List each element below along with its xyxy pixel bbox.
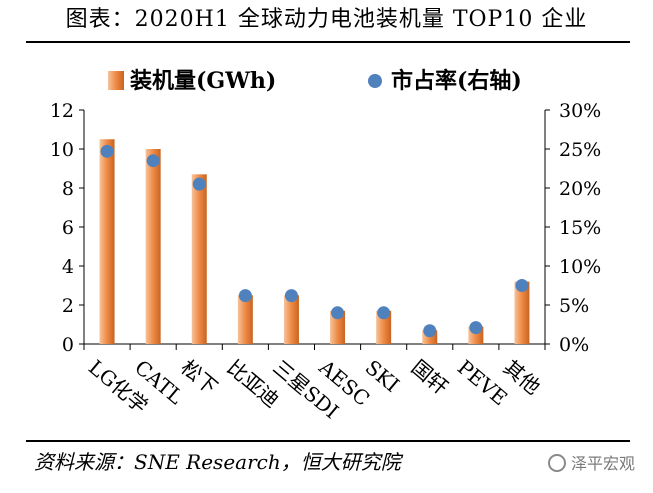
legend-dot-swatch <box>368 74 382 88</box>
left-tick-label: 6 <box>62 217 74 239</box>
left-tick-label: 12 <box>50 100 74 122</box>
bar-installed-capacity <box>376 310 392 344</box>
title-divider <box>26 41 630 43</box>
point-market-share <box>515 279 529 292</box>
right-tick-label: 15% <box>559 217 601 239</box>
bar-installed-capacity <box>99 139 115 344</box>
legend-label-bars: 装机量(GWh) <box>130 68 276 94</box>
left-tick-label: 10 <box>50 139 74 161</box>
chart-canvas: 装机量(GWh) 市占率(右轴) 0 2 4 6 8 10 12 0% 5% 10% 15% 20% 2… <box>50 68 601 423</box>
x-tick-label: PEVE <box>453 355 512 410</box>
x-tick-label: 国轩 <box>407 355 453 399</box>
wechat-icon <box>548 454 566 472</box>
left-tick-label: 0 <box>62 334 74 356</box>
bar-installed-capacity <box>145 149 161 344</box>
legend-bar-swatch <box>108 71 124 90</box>
point-market-share <box>284 289 298 303</box>
right-tick-label: 30% <box>559 100 601 122</box>
bar-installed-capacity <box>191 174 207 344</box>
bar-installed-capacity <box>514 281 530 344</box>
right-tick-label: 5% <box>559 295 589 317</box>
watermark: 泽平宏观 <box>548 450 635 474</box>
point-market-share <box>423 324 437 338</box>
chart-title: 图表：2020H1 全球动力电池装机量 TOP10 企业 <box>65 7 588 32</box>
bar-installed-capacity <box>283 295 299 344</box>
watermark-text: 泽平宏观 <box>571 454 636 473</box>
point-market-share <box>100 144 114 158</box>
point-market-share <box>146 154 160 168</box>
right-tick-label: 25% <box>559 139 601 161</box>
bar-installed-capacity <box>330 310 346 344</box>
point-market-share <box>192 177 206 191</box>
bar-installed-capacity <box>237 295 253 344</box>
footer-divider <box>26 440 630 442</box>
right-tick-label: 10% <box>559 256 601 278</box>
left-tick-label: 2 <box>62 295 74 317</box>
left-tick-label: 8 <box>62 178 74 200</box>
x-tick-label: 比亚迪 <box>222 355 283 412</box>
point-market-share <box>469 321 483 335</box>
legend: 装机量(GWh) 市占率(右轴) <box>108 68 522 94</box>
right-tick-label: 0% <box>559 334 589 356</box>
point-market-share <box>377 306 391 320</box>
right-tick-label: 20% <box>559 178 601 200</box>
point-market-share <box>238 289 252 303</box>
legend-label-dots: 市占率(右轴) <box>391 68 522 94</box>
point-market-share <box>331 306 345 320</box>
source-note: 资料来源：SNE Research，恒大研究院 <box>34 450 401 474</box>
left-tick-label: 4 <box>62 256 74 278</box>
